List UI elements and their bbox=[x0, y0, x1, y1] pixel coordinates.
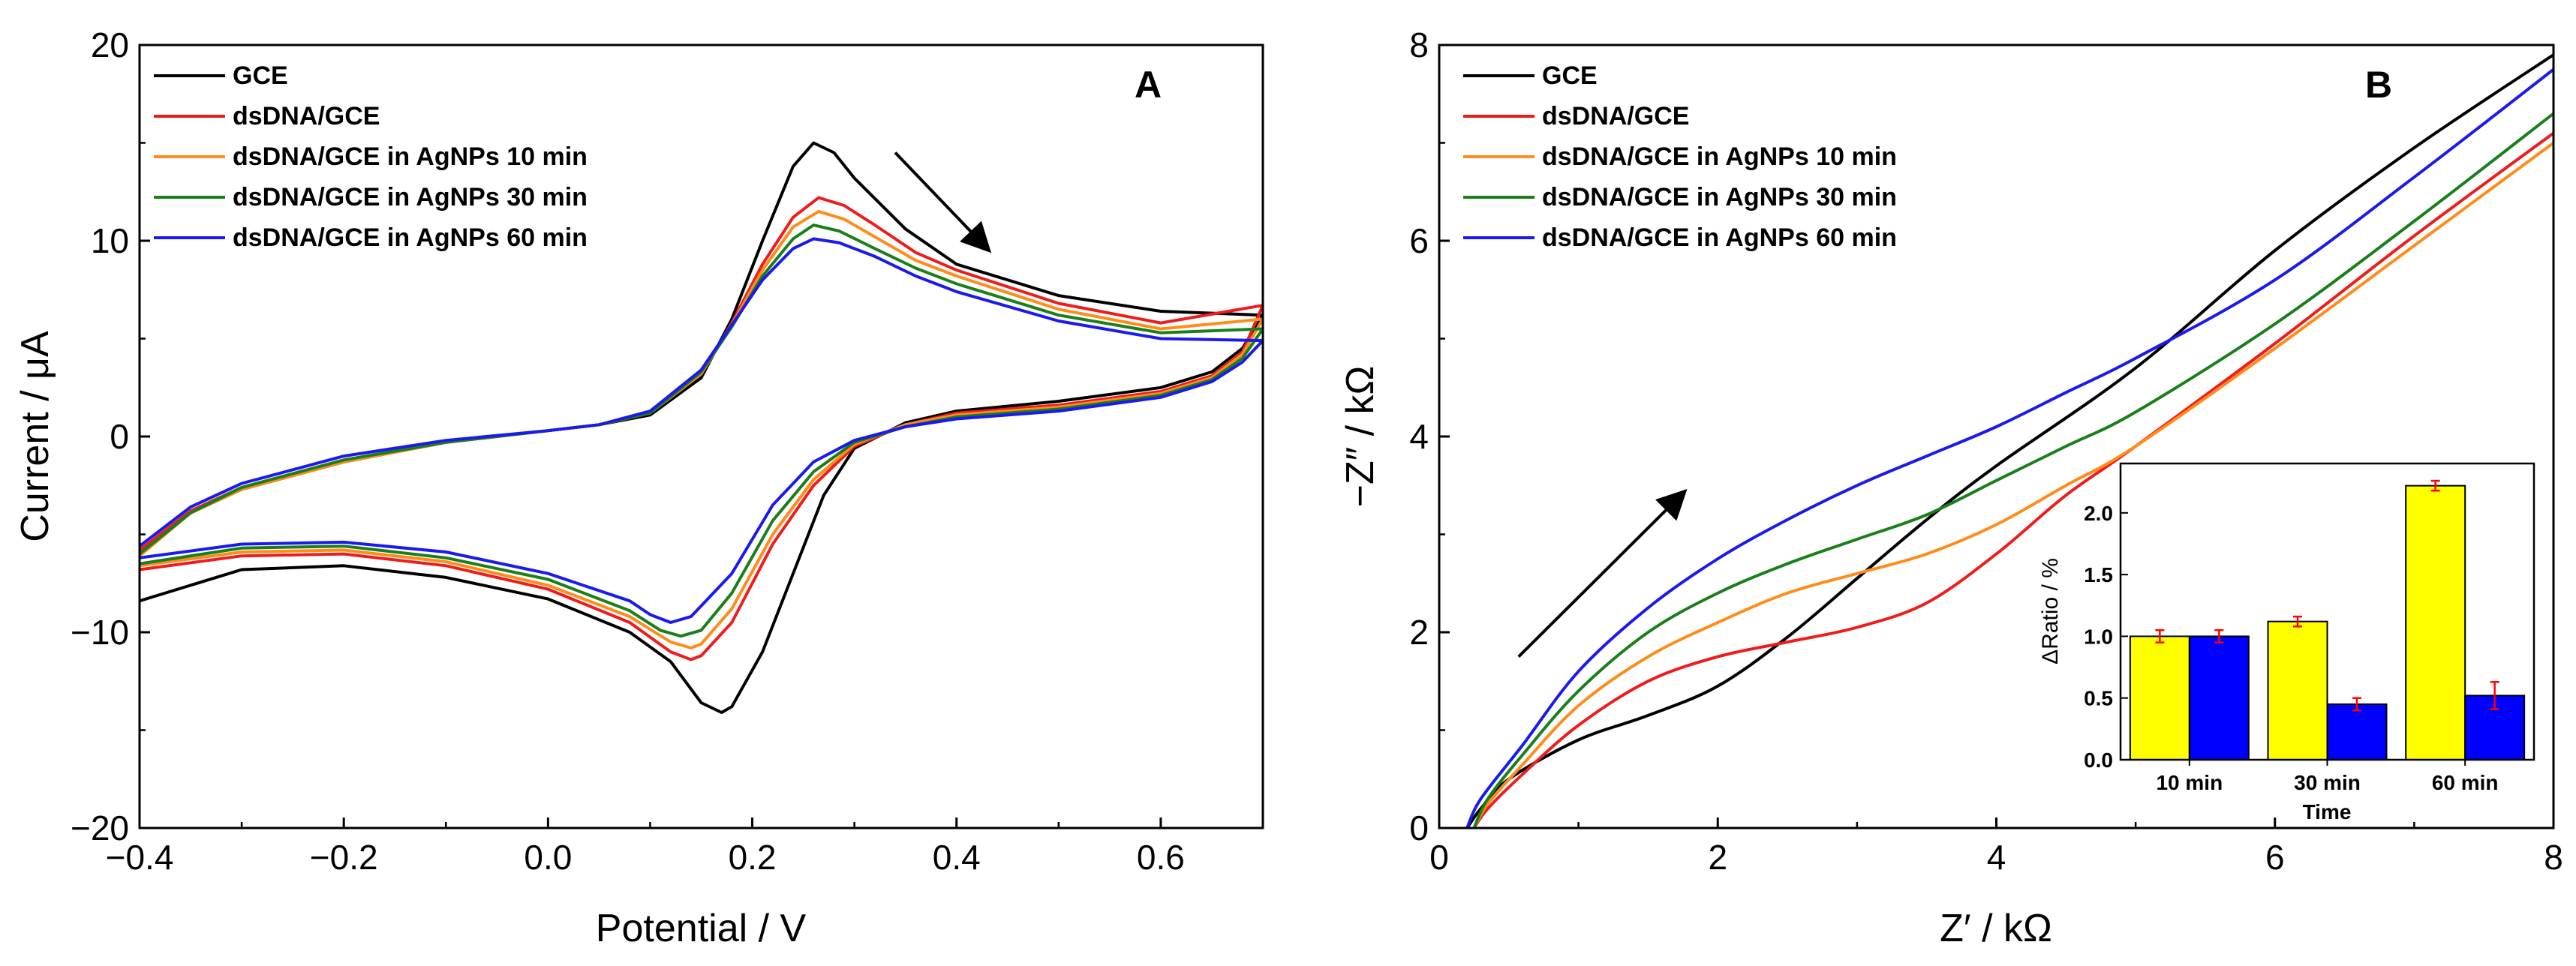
inset-bar-blue-series-30-min bbox=[2326, 703, 2388, 760]
panel-a-x-tick-label: −0.4 bbox=[106, 838, 174, 877]
panel-a-x-tick-label: −0.2 bbox=[310, 838, 378, 877]
inset-y-tick-label: 0.5 bbox=[2084, 687, 2113, 710]
panel-b-series-dsdna-gce-in-agnps-60-min bbox=[1465, 68, 2553, 828]
panel-a-cyclic-voltammetry-chart: −0.4 −0.2 0.0 0.2 0.4 0.6 −20 −10 0 10 20 GCE dsDNA… bbox=[14, 26, 1264, 950]
panel-a-series-dsdna-gce-in-agnps-10-min bbox=[140, 209, 1263, 650]
panel-b-label: B bbox=[2365, 64, 2392, 106]
panel-a-legend-label: dsDNA/GCE in AgNPs 30 min bbox=[233, 183, 588, 212]
panel-b-legend-label: dsDNA/GCE bbox=[1542, 102, 1689, 130]
inset-y-tick-label: 1.0 bbox=[2084, 625, 2113, 648]
panel-b-y-tick-label: 6 bbox=[1409, 221, 1429, 260]
panel-a-series-dsdna-gce-in-agnps-30-min bbox=[140, 224, 1263, 638]
inset-bar-blue-series-10-min bbox=[2188, 635, 2250, 761]
panel-b-ticks: 0 2 4 6 8 0 2 4 6 8 bbox=[1409, 26, 2562, 877]
inset-y-tick-label: 2.0 bbox=[2084, 502, 2113, 525]
inset-bars bbox=[2129, 479, 2526, 761]
panel-b-y-tick-label: 2 bbox=[1409, 613, 1429, 652]
panel-b-series-group bbox=[1465, 53, 2553, 828]
panel-b-legend: GCE dsDNA/GCE dsDNA/GCE in AgNPs 10 min dsD… bbox=[1463, 62, 1897, 252]
panel-b-y-tick-label: 0 bbox=[1409, 808, 1429, 848]
inset-y-axis-title: ΔRatio / % bbox=[2038, 558, 2063, 664]
panel-a-ticks: −0.4 −0.2 0.0 0.2 0.4 0.6 −20 −10 0 10 20 bbox=[71, 26, 1185, 877]
panel-a-legend-label: dsDNA/GCE in AgNPs 10 min bbox=[233, 142, 588, 171]
inset-y-tick-label: 0.0 bbox=[2084, 748, 2113, 772]
panel-a-x-tick-label: 0.6 bbox=[1137, 838, 1185, 877]
inset-x-tick-label: 60 min bbox=[2432, 771, 2499, 794]
panel-b-impedance-nyquist-chart: 0 2 4 6 8 0 2 4 6 8 GCE dsDNA/GCE dsDNA/GCE in AgNP… bbox=[1339, 26, 2563, 950]
panel-b-series-dsdna-gce-in-agnps-10-min bbox=[1472, 141, 2553, 828]
panel-a-y-tick-label: 0 bbox=[110, 417, 129, 456]
panel-a-x-tick-label: 0.4 bbox=[933, 838, 981, 877]
inset-bar-yellow-series-10-min bbox=[2129, 635, 2190, 761]
panel-a-y-axis-title: Current / μA bbox=[14, 331, 57, 542]
inset-bar-yellow-series-60-min bbox=[2405, 484, 2466, 760]
panel-a-legend-label: GCE bbox=[233, 62, 288, 90]
panel-a-x-axis-title: Potential / V bbox=[596, 907, 807, 950]
panel-a-legend: GCE dsDNA/GCE dsDNA/GCE in AgNPs 10 min dsD… bbox=[154, 62, 588, 252]
panel-b-y-tick-label: 8 bbox=[1409, 26, 1429, 64]
panel-b-series-dsdna-gce-in-agnps-30-min bbox=[1472, 112, 2553, 828]
panel-a-series-dsdna-gce bbox=[140, 196, 1263, 662]
panel-a-series-dsdna-gce-in-agnps-60-min bbox=[140, 237, 1263, 624]
panel-b-x-tick-label: 2 bbox=[1708, 838, 1727, 877]
panel-a-y-tick-label: −10 bbox=[71, 613, 129, 652]
panel-b-inset-bar-chart: 10 min 30 min 60 min 0.0 0.5 1.0 1.5 2.0 ΔRatio… bbox=[2038, 462, 2535, 824]
panel-a-label: A bbox=[1135, 64, 1162, 106]
panel-b-y-axis-title: −Z″ / kΩ bbox=[1339, 366, 1382, 508]
panel-b-x-tick-label: 6 bbox=[2265, 838, 2285, 877]
inset-bar-yellow-series-30-min bbox=[2267, 620, 2328, 761]
panel-b-direction-arrow bbox=[1517, 489, 1688, 658]
panel-a-x-tick-label: 0.2 bbox=[729, 838, 777, 877]
panel-b-legend-label: dsDNA/GCE in AgNPs 60 min bbox=[1542, 224, 1897, 252]
panel-a-scan-direction-arrow bbox=[894, 152, 992, 254]
panel-b-series-gce bbox=[1465, 53, 2553, 828]
inset-x-axis-title: Time bbox=[2303, 800, 2352, 824]
panel-b-x-axis-title: Z′ / kΩ bbox=[1940, 907, 2052, 950]
panel-a-y-tick-label: 20 bbox=[91, 26, 129, 64]
panel-a-series-group bbox=[140, 141, 1263, 714]
panel-b-y-tick-label: 4 bbox=[1409, 417, 1429, 456]
inset-y-tick-label: 1.5 bbox=[2084, 563, 2113, 586]
panel-b-x-tick-label: 0 bbox=[1429, 838, 1449, 877]
panel-b-legend-label: dsDNA/GCE in AgNPs 10 min bbox=[1542, 142, 1897, 171]
inset-x-tick-label: 30 min bbox=[2294, 771, 2361, 794]
panel-a-legend-label: dsDNA/GCE bbox=[233, 102, 380, 130]
inset-ticks: 10 min 30 min 60 min 0.0 0.5 1.0 1.5 2.0 bbox=[2084, 502, 2498, 794]
panel-b-x-tick-label: 4 bbox=[1987, 838, 2006, 877]
panel-b-series-dsdna-gce bbox=[1472, 131, 2553, 828]
panel-b-legend-label: dsDNA/GCE in AgNPs 30 min bbox=[1542, 183, 1897, 212]
panel-b-legend-label: GCE bbox=[1542, 62, 1598, 90]
inset-x-tick-label: 10 min bbox=[2156, 771, 2223, 794]
panel-a-x-tick-label: 0.0 bbox=[524, 838, 572, 877]
panel-a-legend-label: dsDNA/GCE in AgNPs 60 min bbox=[233, 224, 588, 252]
panel-b-x-tick-label: 8 bbox=[2544, 838, 2563, 877]
panel-a-y-tick-label: 10 bbox=[91, 221, 129, 260]
panel-a-y-tick-label: −20 bbox=[71, 808, 129, 848]
